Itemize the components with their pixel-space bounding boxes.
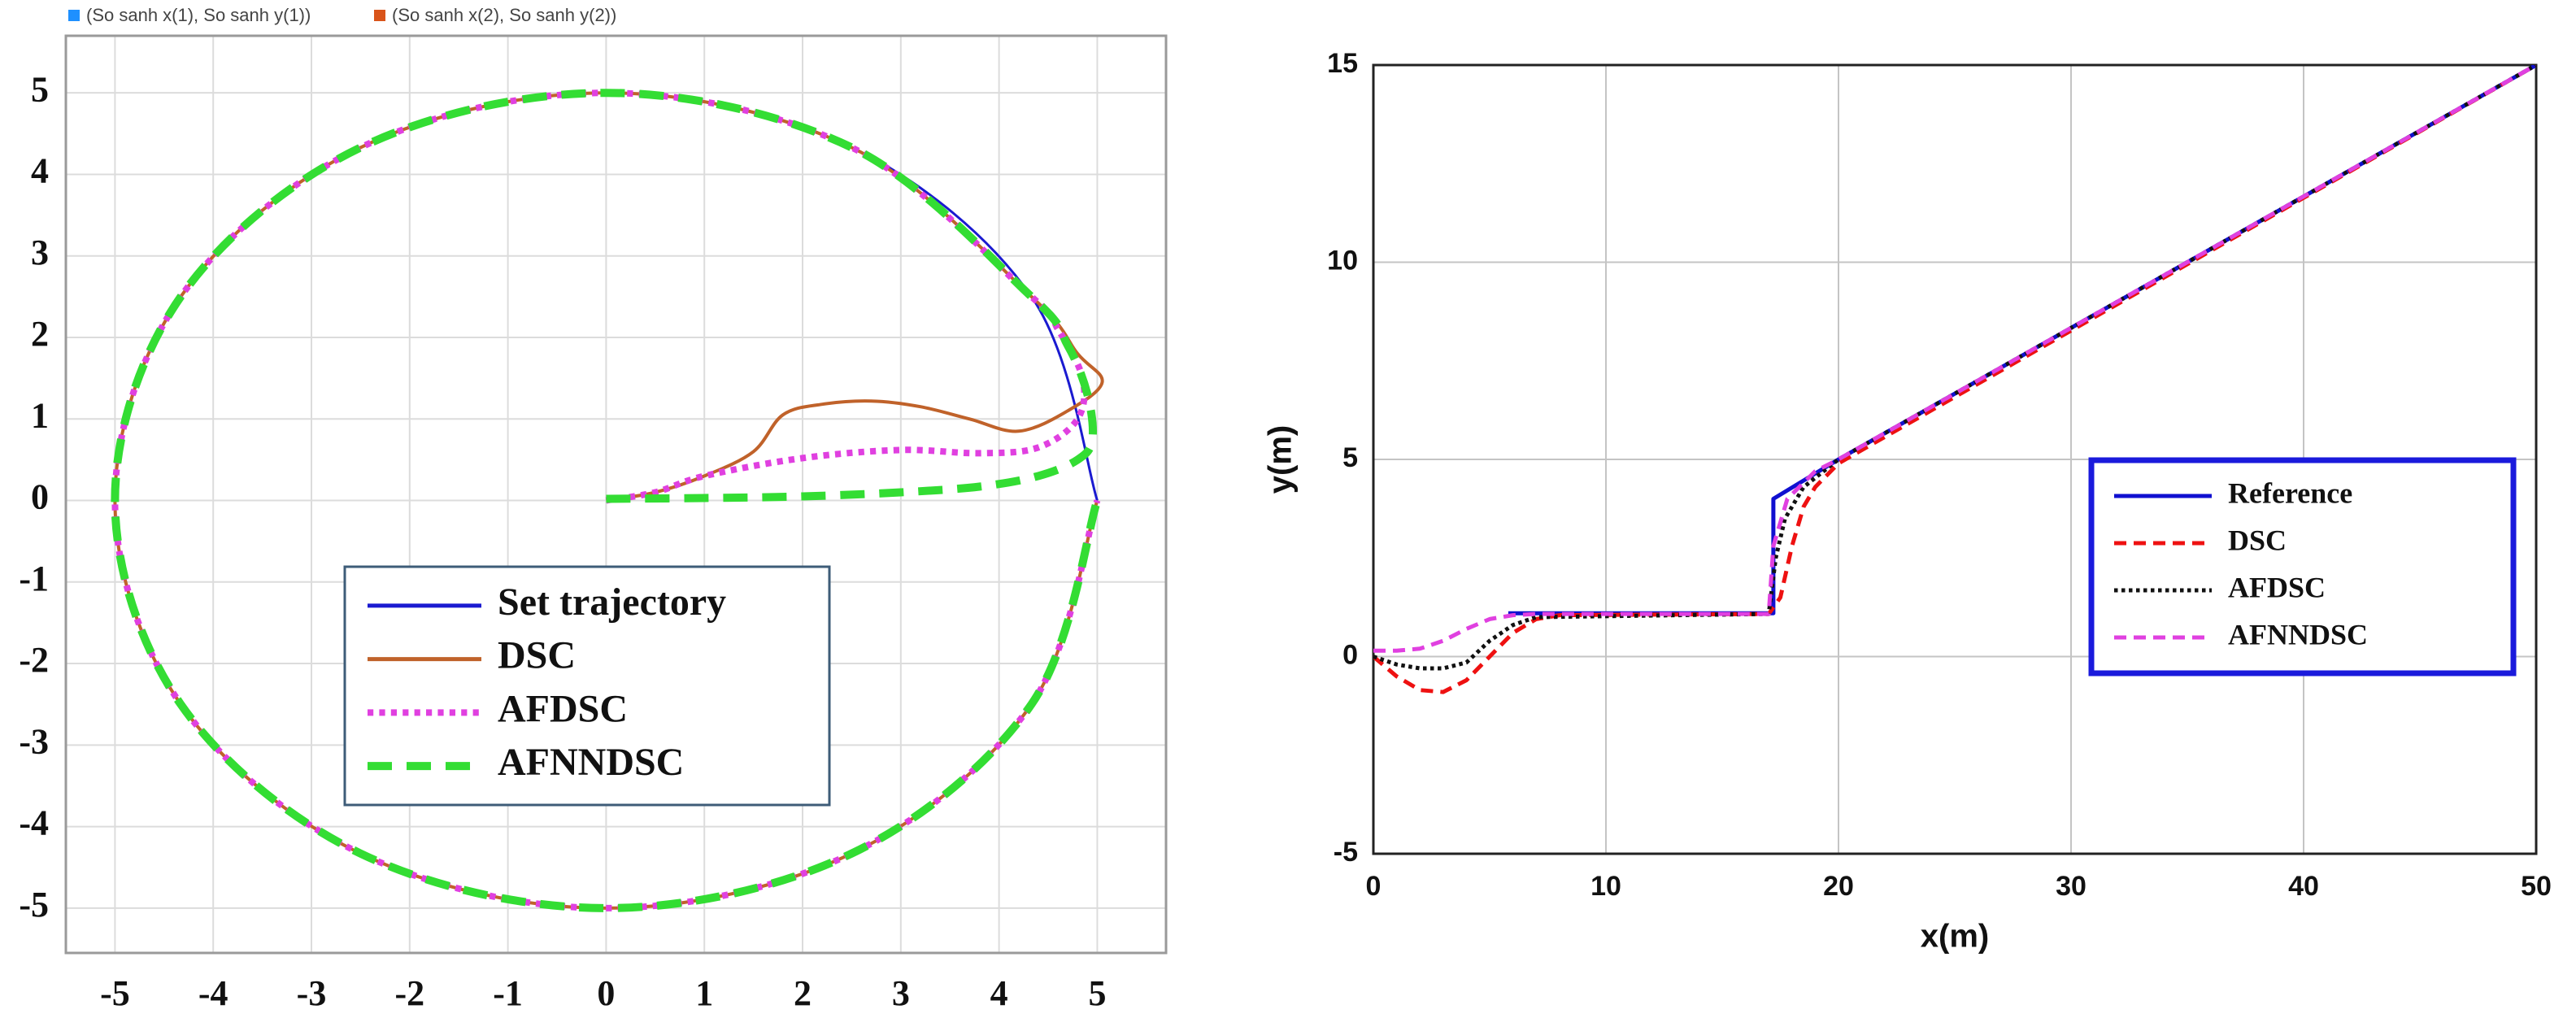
y-tick-label: 0 [31, 477, 49, 517]
plot-frame [64, 34, 1168, 955]
y-tick-label: 1 [31, 395, 49, 435]
series-line [1373, 65, 2536, 653]
x-tick-label: 0 [1366, 871, 1382, 902]
x-tick-label: 5 [1088, 973, 1106, 1013]
plot-frame [1372, 63, 2538, 855]
x-tick-label: -4 [198, 973, 228, 1013]
y-tick-label: -4 [19, 803, 49, 843]
x-tick-label: -5 [100, 973, 130, 1013]
x-tick-label: 50 [2521, 871, 2552, 902]
x-tick-label: 30 [2056, 871, 2086, 902]
y-tick-label: 2 [31, 314, 49, 354]
x-tick-label: -3 [297, 973, 327, 1013]
y-tick-label: -3 [19, 721, 49, 761]
legend-label: AFNNDSC [498, 741, 684, 784]
series-line [1373, 65, 2536, 671]
legend-label: AFDSC [2228, 571, 2326, 603]
legend-label: Set trajectory [498, 581, 726, 624]
y-tick-label: 10 [1327, 245, 1358, 276]
header-legend-swatch [68, 10, 80, 21]
legend-label: DSC [498, 634, 576, 677]
x-tick-label: -2 [394, 973, 424, 1013]
chart-panel: 0 10 20 30 40 50 -5 0 5 10 15 x(m) y(m) Reference DSC A… [1263, 48, 2552, 955]
header-legend-swatch [374, 10, 385, 21]
chart-panel: -5 -4 -3 -2 -1 0 1 2 3 4 5 -5 -4 -3 -2 -1 0 1 2 3 4 5 Set traj… [19, 5, 1168, 1013]
y-tick-label: -5 [1334, 837, 1358, 868]
y-tick-label: 0 [1342, 639, 1358, 670]
y-tick-label: 5 [1342, 442, 1358, 473]
legend-label: Reference [2228, 476, 2352, 509]
y-tick-label: 15 [1327, 48, 1358, 79]
plot-area [66, 36, 1166, 953]
y-tick-label: 4 [31, 151, 49, 191]
x-tick-label: 3 [892, 973, 910, 1013]
legend-label: DSC [2228, 524, 2287, 556]
x-axis-label: x(m) [1921, 919, 1989, 955]
y-tick-label: -2 [19, 640, 49, 680]
legend-label: AFNNDSC [2228, 618, 2368, 650]
series-line [1373, 65, 2536, 694]
x-tick-label: 20 [1823, 871, 1854, 902]
legend-label: AFDSC [498, 687, 628, 730]
x-tick-label: 40 [2288, 871, 2319, 902]
header-legend-label: (So sanh x(2), So sanh y(2)) [392, 5, 616, 25]
x-tick-label: -1 [493, 973, 523, 1013]
y-tick-label: -5 [19, 885, 49, 924]
header-legend-label: (So sanh x(1), So sanh y(1)) [86, 5, 311, 25]
y-tick-label: 5 [31, 69, 49, 109]
x-tick-label: 1 [695, 973, 713, 1013]
y-axis-label: y(m) [1263, 425, 1299, 494]
y-tick-label: 3 [31, 233, 49, 272]
x-tick-label: 0 [597, 973, 615, 1013]
series-line [111, 89, 1102, 912]
y-tick-label: -1 [19, 559, 49, 598]
x-tick-label: 4 [990, 973, 1008, 1013]
x-tick-label: 10 [1590, 871, 1621, 902]
x-tick-label: 2 [794, 973, 812, 1013]
